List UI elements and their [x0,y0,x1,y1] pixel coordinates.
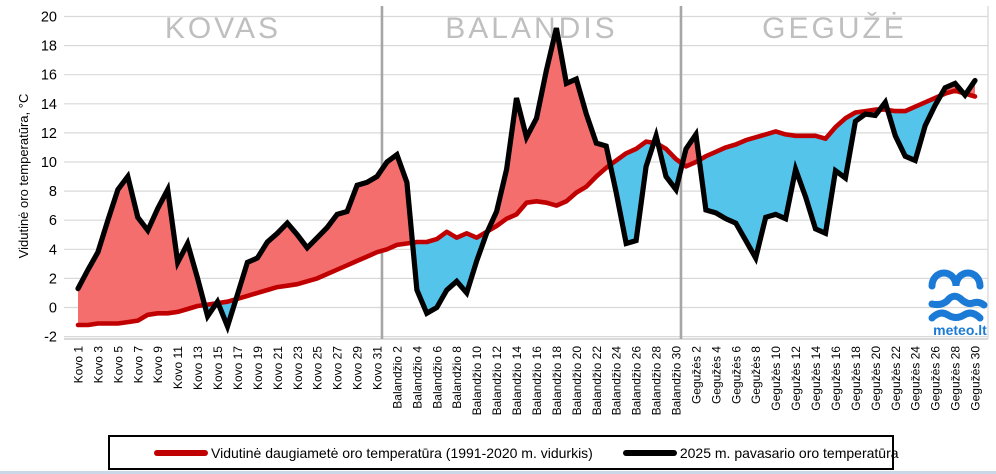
x-tick-label: Kovo 25 [311,346,325,390]
x-tick-label: Kovo 31 [371,346,385,390]
y-tick-label-10: 10 [41,155,57,171]
x-tick-label: Gegužės 18 [849,346,863,411]
month-title-balandis: BALANDIS [445,12,617,45]
x-tick-label: Kovo 7 [131,346,145,384]
x-tick-label: Kovo 13 [191,346,205,390]
legend-item-2025: 2025 m. pavasario oro temperatūra [622,444,899,461]
month-title-kovas: KOVAS [165,12,281,45]
fill-colder-than-average [412,231,488,314]
line-2025-spring [75,27,978,335]
x-tick-label: Balandžio 6 [430,346,444,409]
fill-colder-than-average [610,141,654,244]
x-tick-label: Gegužės 14 [809,346,823,411]
x-tick-label: Gegužės 26 [929,346,943,411]
x-tick-label: Balandžio 22 [590,346,604,416]
x-tick-label: Kovo 15 [211,346,225,390]
y-tick-label-4: 4 [49,242,57,258]
x-tick-label: Balandžio 10 [470,346,484,416]
x-tick-label: Kovo 5 [111,346,125,384]
x-tick-label: Kovo 3 [91,346,105,384]
x-tick-label: Balandžio 28 [650,346,664,416]
x-tick-label: Balandžio 2 [390,346,404,409]
x-tick-label: Balandžio 12 [490,346,504,416]
x-tick-label: Gegužės 12 [789,346,803,411]
x-tick-label: Kovo 9 [151,346,165,384]
x-tick-label: Gegužės 2 [689,346,703,404]
y-tick-label-16: 16 [41,68,57,84]
x-tick-label: Kovo 11 [171,346,185,389]
x-tick-label: Gegužės 20 [869,346,883,411]
chart-legend: Vidutinė daugiametė oro temperatūra (199… [108,435,899,470]
x-tick-label: Balandžio 14 [510,346,524,416]
x-tick-label: Kovo 1 [72,346,86,384]
x-tick-label: Balandžio 4 [410,346,424,409]
x-tick-label: Kovo 21 [271,346,285,390]
legend-label-2025: 2025 m. pavasario oro temperatūra [679,444,899,461]
y-tick-label-14: 14 [41,97,57,113]
month-title-gegužė: GEGUŽĖ [762,12,907,45]
x-tick-label: Gegužės 28 [949,346,963,411]
x-tick-label: Balandžio 16 [530,346,544,416]
x-tick-label: Gegužės 22 [889,346,903,411]
y-axis-title: Vidutinė oro temperatūra, °C [16,94,31,259]
y-tick-label--2: -2 [44,330,57,346]
logo-wave-icon [928,292,988,309]
x-tick-label: Gegužės 4 [709,346,723,404]
y-tick-label-20: 20 [41,10,57,26]
meteo-lt-logo[interactable]: meteo.lt [928,269,988,338]
y-tick-label-6: 6 [49,213,57,229]
x-tick-label: Balandžio 26 [630,346,644,416]
logo-wave-icon [928,269,984,290]
logo-wave-icon [928,309,984,322]
line-average-1991-2020 [75,88,978,328]
x-tick-label: Kovo 27 [331,346,345,390]
y-tick-label-0: 0 [49,301,57,317]
y-tick-label-2: 2 [49,271,57,287]
x-tick-label: Gegužės 16 [829,346,843,411]
x-tick-label: Gegužės 30 [969,346,983,411]
fill-warmer-than-average [487,28,611,232]
x-tick-label: Gegužės 8 [749,346,763,404]
legend-item-average: Vidutinė daugiametė oro temperatūra (199… [154,445,593,461]
logo-text: meteo.lt [933,322,987,338]
legend-swatch-2025-line [622,449,677,456]
x-tick-label: Balandžio 8 [450,346,464,409]
x-tick-label: Gegužės 6 [729,346,743,404]
x-tick-label: Kovo 29 [351,346,365,390]
fill-warmer-than-average [236,154,413,300]
y-tick-label-12: 12 [41,126,57,142]
x-tick-label: Kovo 17 [231,346,245,390]
y-tick-label-8: 8 [49,184,57,200]
x-tick-label: Balandžio 24 [610,346,624,416]
x-tick-label: Kovo 23 [291,346,305,390]
x-tick-label: Balandžio 30 [670,346,684,416]
fill-warmer-than-average [78,176,205,325]
legend-label-average: Vidutinė daugiametė oro temperatūra (199… [211,444,593,461]
window-bottom-edge [0,471,996,474]
x-tick-label: Gegužės 10 [769,346,783,411]
fill-colder-than-average [699,109,880,258]
x-tick-label: Gegužės 24 [909,346,923,411]
x-tick-label: Balandžio 20 [570,346,584,416]
x-tick-label: Balandžio 18 [550,346,564,416]
y-tick-label-18: 18 [41,39,57,55]
x-tick-label: Kovo 19 [251,346,265,390]
legend-swatch-average-line [154,449,208,456]
